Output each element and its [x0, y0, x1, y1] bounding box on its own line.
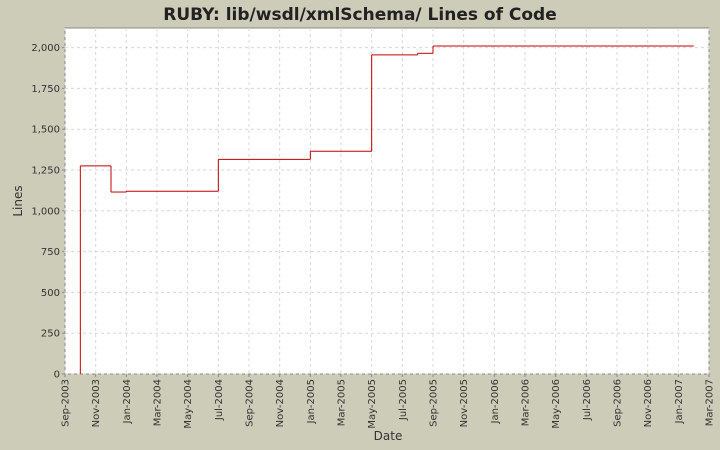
x-tick-label: Jul-2006 — [582, 379, 593, 421]
y-tick-label: 0 — [54, 370, 60, 381]
y-tick-label: 2,000 — [31, 43, 60, 54]
x-tick-label: Mar-2007 — [705, 379, 716, 426]
x-tick-label: Nov-2005 — [459, 379, 470, 427]
x-axis-label: Date — [374, 429, 403, 443]
x-tick-label: Jul-2004 — [214, 379, 225, 421]
x-tick-label: May-2004 — [183, 379, 194, 429]
x-tick-label: Jan-2005 — [306, 379, 317, 424]
x-tick-label: Mar-2004 — [153, 379, 164, 426]
y-tick-label: 250 — [41, 329, 60, 340]
x-tick-label: Jul-2005 — [398, 379, 409, 421]
x-tick-label: Sep-2004 — [245, 379, 256, 427]
x-tick-label: May-2006 — [551, 379, 562, 429]
y-tick-label: 1,750 — [31, 84, 60, 95]
y-tick-label: 1,250 — [31, 165, 60, 176]
x-tick-label: Nov-2003 — [91, 379, 102, 427]
x-tick-label: Jan-2006 — [490, 379, 501, 424]
y-tick-label: 1,000 — [31, 206, 60, 217]
x-tick-label: Mar-2006 — [521, 379, 532, 426]
plot-area — [64, 27, 710, 375]
x-tick-label: Nov-2004 — [275, 379, 286, 427]
x-tick-label: Sep-2006 — [613, 379, 624, 427]
y-tick-label: 750 — [41, 247, 60, 258]
x-tick-label: Jan-2007 — [674, 379, 685, 424]
chart-title: RUBY: lib/wsdl/xmlSchema/ Lines of Code — [163, 5, 556, 25]
y-axis-label: Lines — [11, 185, 25, 216]
x-tick-label: Nov-2006 — [643, 379, 654, 427]
x-tick-label: May-2005 — [367, 379, 378, 429]
x-tick-label: Sep-2005 — [429, 379, 440, 427]
y-tick-label: 1,500 — [31, 125, 60, 136]
x-tick-label: Jan-2004 — [122, 379, 133, 424]
x-tick-label: Sep-2003 — [61, 379, 72, 427]
x-tick-label: Mar-2005 — [337, 379, 348, 426]
y-tick-label: 500 — [41, 288, 60, 299]
